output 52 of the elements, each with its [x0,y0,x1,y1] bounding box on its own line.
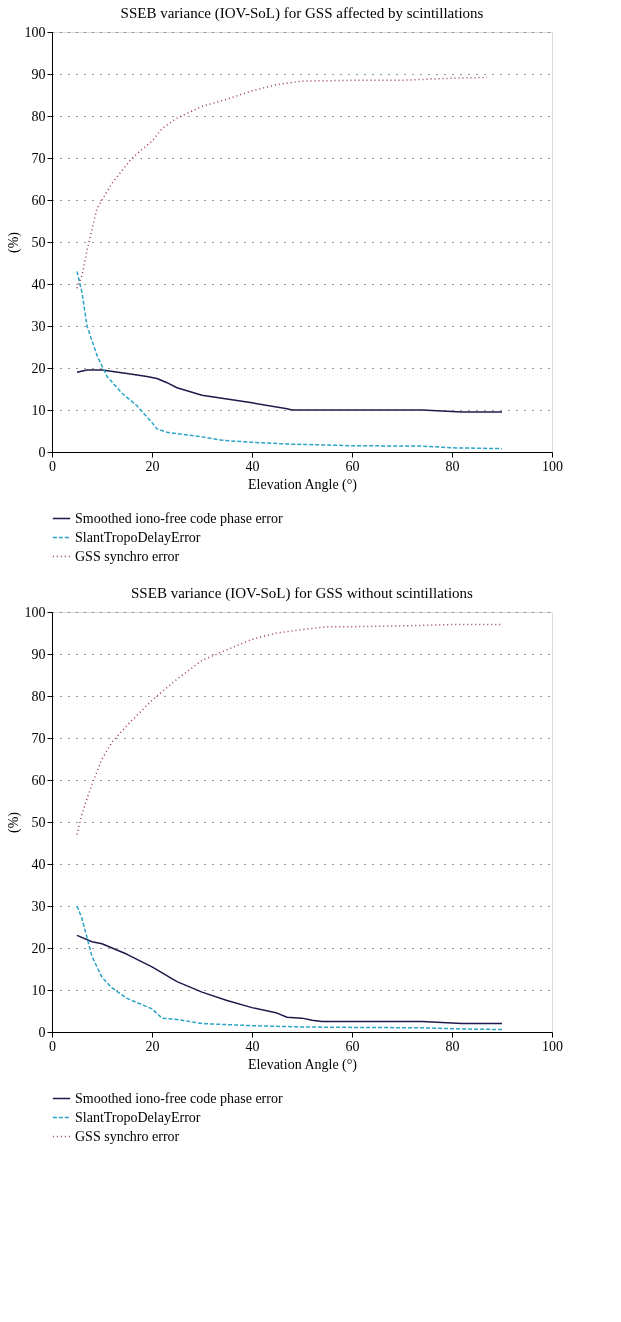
y-tick-label: 100 [24,604,46,620]
y-tick-label: 20 [31,360,46,376]
x-tick-label: 20 [145,1038,160,1054]
y-tick-label: 100 [24,24,46,40]
y-tick-label: 80 [31,108,46,124]
y-tick-label: 40 [31,856,46,872]
x-tick-label: 20 [145,458,160,474]
legend-label: Smoothed iono-free code phase error [75,1090,283,1106]
line-series [76,369,503,413]
x-tick-label: 0 [49,458,56,474]
x-tick-label: 60 [345,1038,360,1054]
y-tick-label: 30 [31,898,46,914]
y-tick-label: 10 [31,982,46,998]
y-tick-label: 60 [31,192,46,208]
y-tick-label: 90 [31,66,46,82]
x-tick-label: 0 [49,1038,56,1054]
y-tick-label: 50 [31,814,46,830]
legend-label: SlantTropoDelayError [75,1109,201,1125]
y-tick-label: 0 [38,444,46,460]
line-series [76,934,503,1025]
x-axis-title: Elevation Angle (°) [247,1056,358,1073]
chart-title: SSEB variance (IOV-SoL) for GSS without scintillations [131,585,474,602]
x-tick-label: 40 [245,1038,260,1054]
line-series [76,270,503,450]
chart-title: SSEB variance (IOV-SoL) for GSS affected by scintillations [120,5,484,22]
x-tick-label: 40 [245,458,260,474]
y-tick-label: 70 [31,150,46,166]
line-series [76,905,503,1031]
x-tick-label: 60 [345,458,360,474]
y-axis-title: (%) [5,231,22,253]
x-tick-label: 80 [445,458,460,474]
legend-label: Smoothed iono-free code phase error [75,510,283,526]
x-tick-label: 100 [542,458,563,474]
legend-label: GSS synchro error [75,548,180,564]
y-tick-label: 90 [31,646,46,662]
y-tick-label: 10 [31,402,46,418]
x-tick-label: 100 [542,1038,563,1054]
x-axis-title: Elevation Angle (°) [247,476,358,493]
y-tick-label: 20 [31,940,46,956]
y-tick-label: 70 [31,730,46,746]
y-tick-label: 50 [31,234,46,250]
line-series [76,76,488,289]
y-tick-label: 0 [38,1024,46,1040]
y-tick-label: 80 [31,688,46,704]
y-axis-title: (%) [5,811,22,833]
legend-label: SlantTropoDelayError [75,529,201,545]
y-tick-label: 40 [31,276,46,292]
line-series [76,623,503,836]
x-tick-label: 80 [445,1038,460,1054]
legend-label: GSS synchro error [75,1128,180,1144]
y-tick-label: 60 [31,772,46,788]
y-tick-label: 30 [31,318,46,334]
